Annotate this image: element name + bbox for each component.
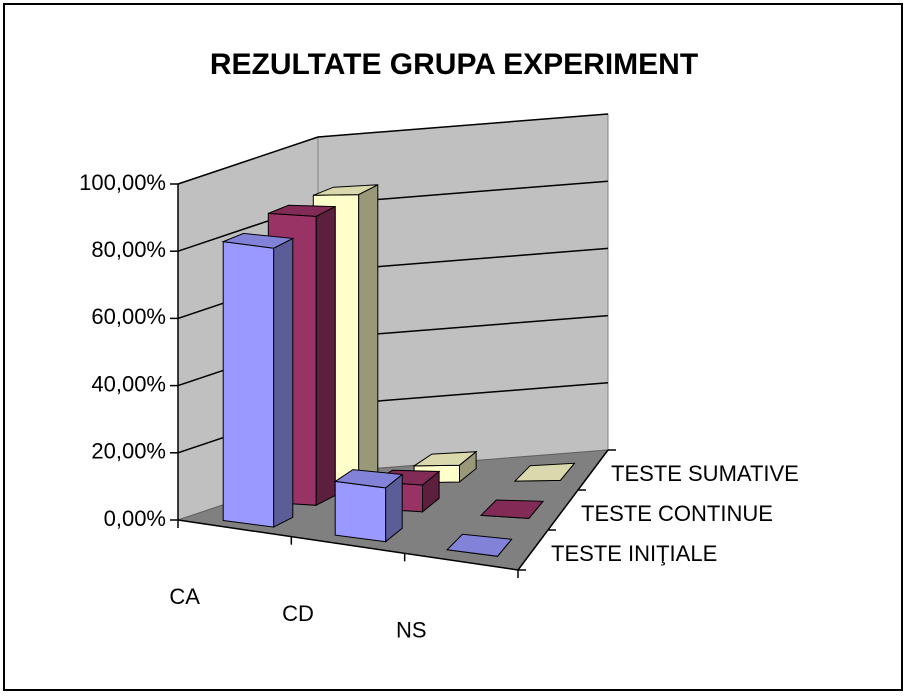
bar-side xyxy=(358,183,379,485)
bar xyxy=(479,499,545,519)
y-tick-label: 100,00% xyxy=(79,170,166,195)
x-tick-label: CD xyxy=(282,601,314,626)
grid-line xyxy=(177,113,609,185)
bar-front xyxy=(334,480,387,543)
y-tick-label: 80,00% xyxy=(91,237,166,262)
bar-top xyxy=(479,499,545,519)
bar-top xyxy=(513,462,576,482)
bar-top xyxy=(268,204,336,217)
bar xyxy=(513,462,576,482)
y-tick-label: 0,00% xyxy=(104,506,166,531)
x-tick-label: NS xyxy=(396,617,427,642)
bar-top xyxy=(412,451,478,467)
bar-top xyxy=(446,533,513,557)
x-axis xyxy=(177,519,519,571)
bar xyxy=(446,533,513,557)
legend-label: TESTE SUMATIVE xyxy=(611,461,799,486)
bar-top xyxy=(221,232,295,249)
bar-side xyxy=(315,205,336,507)
bar xyxy=(221,232,295,528)
bar-top xyxy=(333,469,404,489)
bar-front xyxy=(222,241,275,528)
legend-label: TESTE INIŢIALE xyxy=(551,541,717,566)
y-tick-label: 60,00% xyxy=(91,304,166,329)
chart-title: REZULTATE GRUPA EXPERIMENT xyxy=(210,48,698,81)
bar-top xyxy=(313,184,379,196)
y-tick-label: 20,00% xyxy=(91,439,166,464)
legend-label: TESTE CONTINUE xyxy=(581,501,773,526)
bar xyxy=(333,469,404,543)
y-tick-label: 40,00% xyxy=(91,371,166,396)
x-tick-label: CA xyxy=(169,584,200,609)
bar-side xyxy=(273,237,294,528)
z-axis xyxy=(517,449,609,571)
